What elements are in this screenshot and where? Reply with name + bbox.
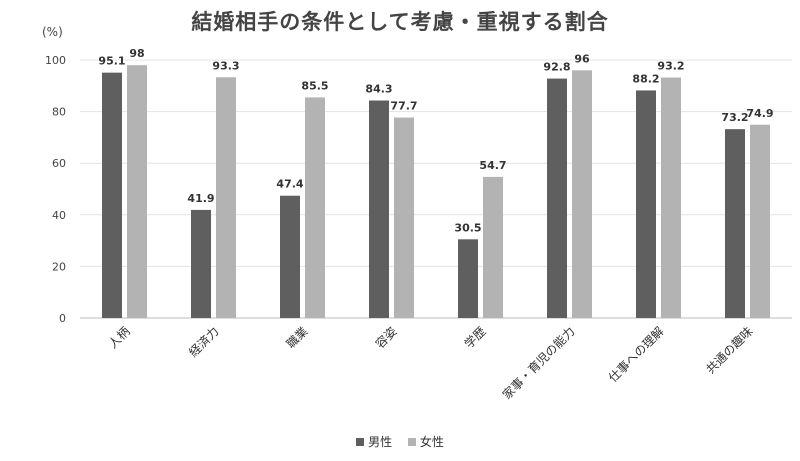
bar-male xyxy=(191,209,211,318)
bar-female xyxy=(750,124,770,319)
category-label: 学歴 xyxy=(461,324,489,352)
y-tick-label: 100 xyxy=(45,54,66,67)
value-label: 88.2 xyxy=(632,72,659,85)
value-label: 73.2 xyxy=(721,111,748,124)
value-label: 93.2 xyxy=(657,60,684,73)
category-label: 仕事への理解 xyxy=(606,324,667,385)
y-tick-label: 0 xyxy=(59,312,66,325)
value-label: 54.7 xyxy=(479,159,506,172)
gridlines xyxy=(80,59,792,319)
y-tick-label: 60 xyxy=(52,157,66,170)
bar-male xyxy=(369,100,389,318)
y-axis-unit-label: (%) xyxy=(42,25,63,39)
bar-female xyxy=(483,176,503,318)
value-label: 85.5 xyxy=(301,79,328,92)
bar-chart: 0 20 40 60 80 100 95.1 98 41.9 93.3 47.4 85.5 84.3 7… xyxy=(42,25,792,402)
value-label: 41.9 xyxy=(187,192,214,205)
category-label: 容姿 xyxy=(372,324,400,352)
category-label: 経済力 xyxy=(186,324,222,360)
legend-label-female: 女性 xyxy=(419,435,444,449)
value-label: 92.8 xyxy=(543,61,570,74)
value-label: 98 xyxy=(129,47,144,60)
value-label: 74.9 xyxy=(746,107,773,120)
bar-female xyxy=(216,77,236,318)
legend-label-male: 男性 xyxy=(368,435,393,449)
bar-male xyxy=(725,129,745,318)
bar-male xyxy=(458,239,478,318)
y-tick-label: 40 xyxy=(52,209,66,222)
legend-item-male: 男性 xyxy=(356,433,392,450)
category-label: 人柄 xyxy=(106,324,133,351)
value-label: 84.3 xyxy=(365,83,392,96)
bar-male xyxy=(280,195,300,318)
bars xyxy=(102,65,770,319)
category-label: 家事・育児の能力 xyxy=(499,324,577,402)
bar-female xyxy=(127,65,147,318)
category-label: 共通の趣味 xyxy=(703,324,756,377)
category-label: 職業 xyxy=(284,324,311,351)
bar-female xyxy=(572,70,592,318)
value-label: 96 xyxy=(574,52,590,65)
bar-male xyxy=(102,72,122,318)
value-label: 93.3 xyxy=(212,59,239,72)
bar-female xyxy=(661,77,681,318)
legend-swatch-male xyxy=(356,438,365,446)
bar-male xyxy=(547,78,567,319)
y-axis-ticks: 0 20 40 60 80 100 xyxy=(45,54,66,325)
value-label: 47.4 xyxy=(276,178,303,191)
value-label: 77.7 xyxy=(390,100,417,113)
legend-item-female: 女性 xyxy=(407,433,444,450)
value-label: 30.5 xyxy=(454,221,481,234)
value-label: 95.1 xyxy=(98,55,125,68)
chart-title: 結婚相手の条件として考慮・重視する割合 xyxy=(191,9,609,34)
y-tick-label: 20 xyxy=(52,260,66,273)
bar-female xyxy=(394,117,414,318)
value-labels: 95.1 98 41.9 93.3 47.4 85.5 84.3 77.7 30.5 54.7 92… xyxy=(98,47,773,234)
category-labels: 人柄 経済力 職業 容姿 学歴 家事・育児の能力 仕事への理解 共通の趣味 xyxy=(106,324,756,402)
bar-female xyxy=(305,97,325,318)
y-tick-label: 80 xyxy=(52,106,66,119)
bar-male xyxy=(636,90,656,318)
legend: 男性 女性 xyxy=(0,433,800,450)
legend-swatch-female xyxy=(407,438,416,446)
